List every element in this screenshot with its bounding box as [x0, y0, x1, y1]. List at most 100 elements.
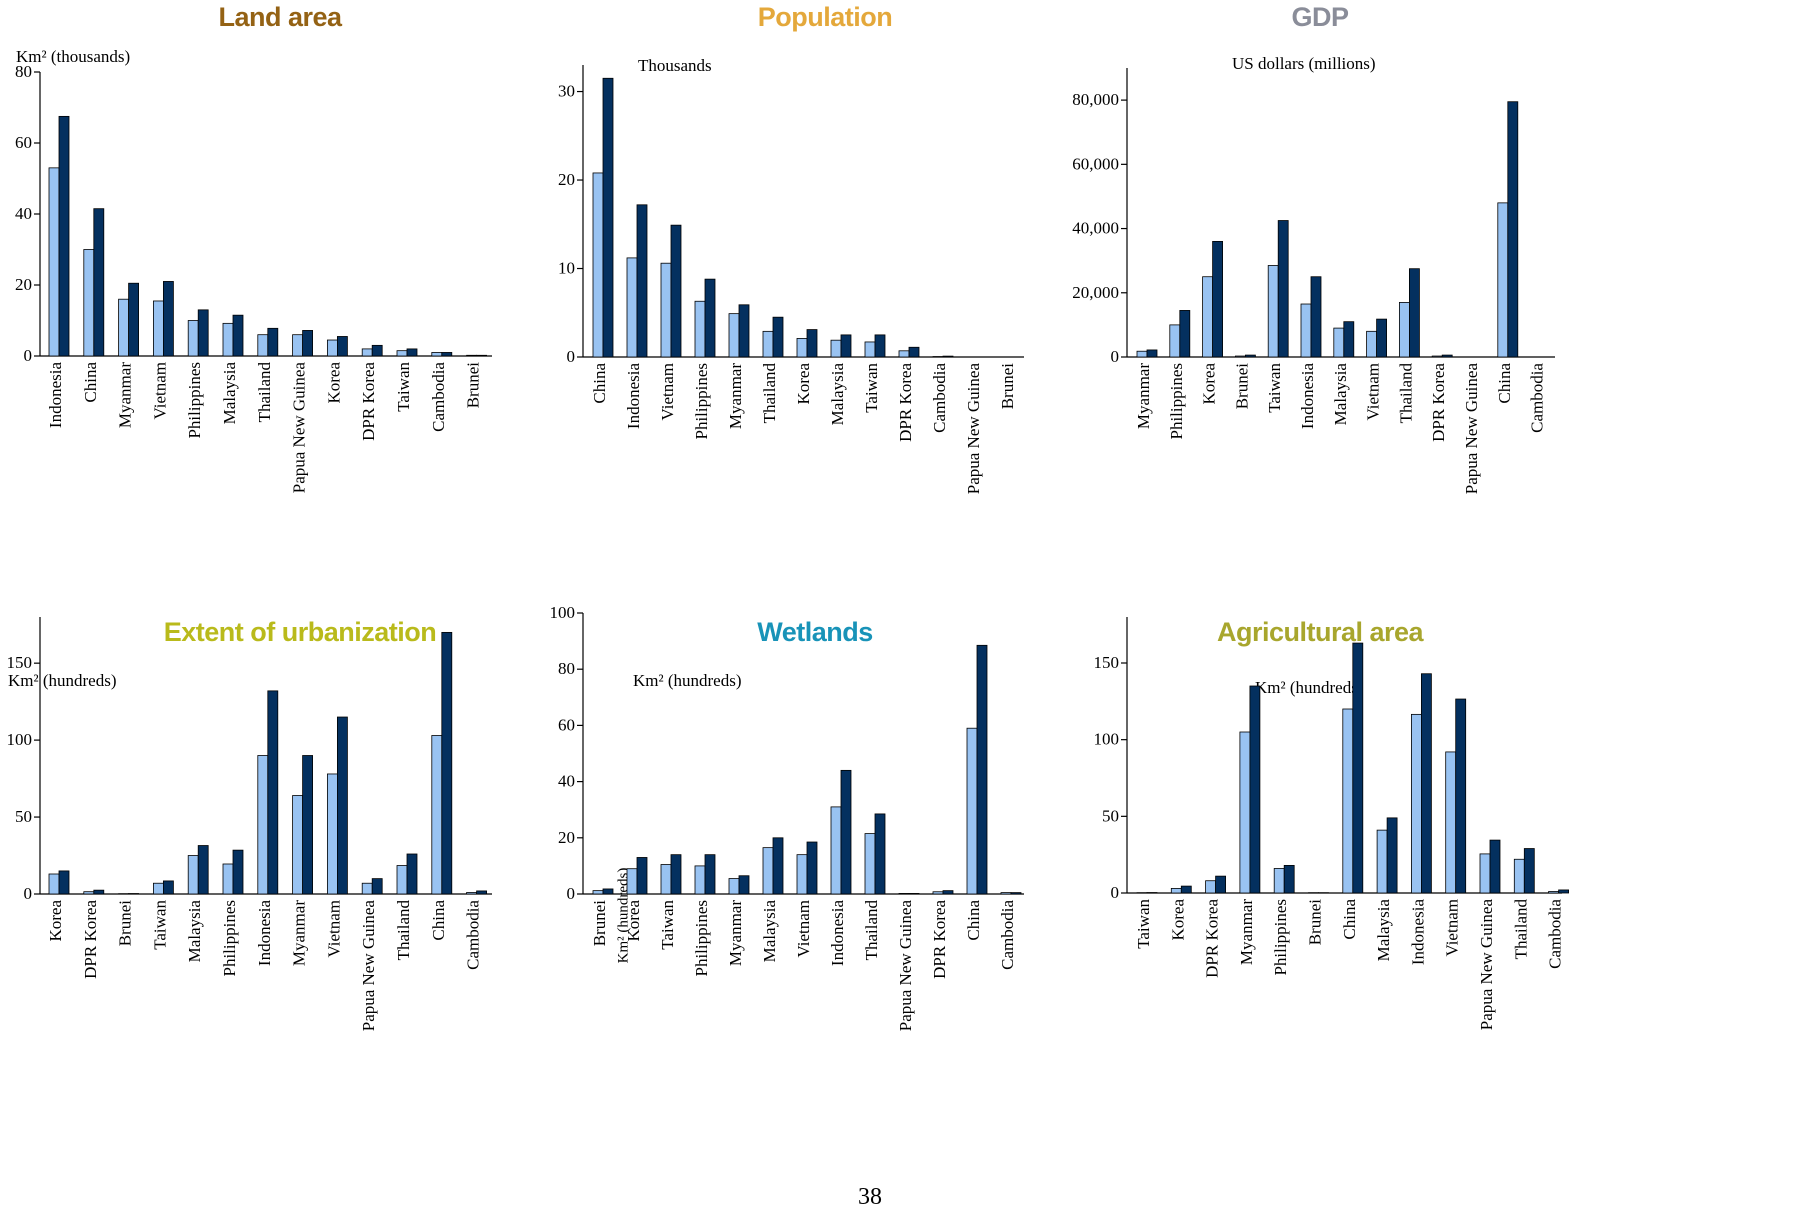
bar-dark	[1442, 355, 1452, 357]
bar-dark	[477, 355, 487, 356]
bar-dark	[372, 345, 382, 356]
x-tick-label: Myanmar	[726, 900, 745, 966]
bar-dark	[1181, 886, 1191, 893]
bar-light	[362, 883, 372, 894]
x-tick-label: Vietnam	[658, 363, 677, 421]
bar-dark	[977, 645, 987, 894]
bar-dark	[1353, 643, 1363, 893]
bar-dark	[637, 857, 647, 894]
x-tick-label: Philippines	[692, 363, 711, 440]
x-tick-label: Korea	[324, 362, 343, 404]
x-tick-label: Korea	[624, 900, 643, 942]
y-tick-label: 60,000	[1072, 154, 1119, 173]
bar-light	[467, 892, 477, 894]
bar-light	[1001, 893, 1011, 894]
bar-light	[467, 355, 477, 356]
x-tick-label: Malaysia	[828, 363, 847, 426]
bar-dark	[337, 336, 347, 356]
bar-light	[1514, 859, 1524, 893]
bar-dark	[129, 283, 139, 356]
bar-dark	[1180, 310, 1190, 357]
x-tick-label: Papua New Guinea	[1462, 363, 1481, 495]
bar-light	[258, 335, 268, 356]
bar-dark	[233, 315, 243, 356]
bar-light	[397, 351, 407, 356]
x-tick-label: China	[590, 363, 609, 404]
bar-light	[967, 728, 977, 894]
y-tick-label: 0	[567, 884, 576, 903]
bar-light	[153, 301, 163, 356]
x-tick-label: Papua New Guinea	[290, 362, 309, 494]
x-tick-label: Malaysia	[1331, 363, 1350, 426]
bar-dark	[841, 335, 851, 357]
bar-light	[49, 168, 59, 356]
x-tick-label: Myanmar	[726, 363, 745, 429]
bar-dark	[1344, 322, 1354, 357]
x-tick-label: Papua New Guinea	[964, 363, 983, 495]
x-tick-label: Papua New Guinea	[359, 900, 378, 1032]
x-tick-label: Philippines	[185, 362, 204, 439]
bar-light	[1432, 356, 1442, 357]
bar-dark	[1490, 840, 1500, 893]
x-tick-label: Myanmar	[290, 900, 309, 966]
bar-light	[627, 869, 637, 894]
bar-dark	[671, 855, 681, 894]
bar-dark	[1456, 699, 1466, 893]
bar-dark	[303, 330, 313, 356]
bar-light	[327, 774, 337, 894]
bar-dark	[1278, 221, 1288, 357]
bar-light	[695, 301, 705, 357]
x-tick-label: Brunei	[464, 362, 483, 409]
y-tick-label: 50	[1102, 806, 1119, 825]
bar-light	[865, 342, 875, 357]
x-tick-label: Vietnam	[150, 362, 169, 420]
bar-dark	[407, 349, 417, 356]
y-tick-label: 80	[15, 62, 32, 81]
x-tick-label: Vietnam	[324, 900, 343, 958]
bar-light	[1498, 203, 1508, 357]
y-tick-label: 40,000	[1072, 219, 1119, 238]
bar-light	[1171, 888, 1181, 893]
bar-dark	[1213, 241, 1223, 357]
bar-light	[1235, 356, 1245, 357]
x-tick-label: Philippines	[692, 900, 711, 977]
bar-light	[1343, 709, 1353, 893]
bar-dark	[739, 305, 749, 357]
x-tick-label: Cambodia	[1528, 363, 1547, 433]
bar-light	[831, 807, 841, 894]
bar-dark	[807, 330, 817, 357]
bar-light	[1446, 752, 1456, 893]
x-tick-label: DPR Korea	[930, 900, 949, 979]
y-tick-label: 60	[558, 715, 575, 734]
bar-light	[1334, 328, 1344, 357]
x-tick-label: DPR Korea	[896, 363, 915, 442]
bar-light	[119, 299, 129, 356]
x-tick-label: Taiwan	[862, 363, 881, 413]
bar-light	[432, 352, 442, 356]
bar-dark	[671, 225, 681, 357]
bar-light	[661, 864, 671, 894]
bar-dark	[841, 770, 851, 894]
x-tick-label: Taiwan	[658, 900, 677, 950]
bar-dark	[603, 889, 613, 894]
bar-dark	[705, 279, 715, 357]
y-tick-label: 150	[1094, 653, 1120, 672]
x-tick-label: Myanmar	[116, 362, 135, 428]
bar-dark	[407, 854, 417, 894]
x-tick-label: Indonesia	[1408, 899, 1427, 966]
bar-light	[188, 321, 198, 357]
bar-dark	[163, 881, 173, 894]
bar-light	[933, 892, 943, 894]
x-tick-label: Thailand	[394, 900, 413, 961]
bar-dark	[372, 879, 382, 894]
bar-light	[84, 250, 94, 357]
x-tick-label: Malaysia	[1374, 899, 1393, 962]
bar-light	[1268, 265, 1278, 357]
bar-dark	[1524, 849, 1534, 893]
bar-dark	[268, 691, 278, 894]
bar-light	[899, 893, 909, 894]
bar-dark	[233, 850, 243, 894]
x-tick-label: DPR Korea	[1429, 363, 1448, 442]
